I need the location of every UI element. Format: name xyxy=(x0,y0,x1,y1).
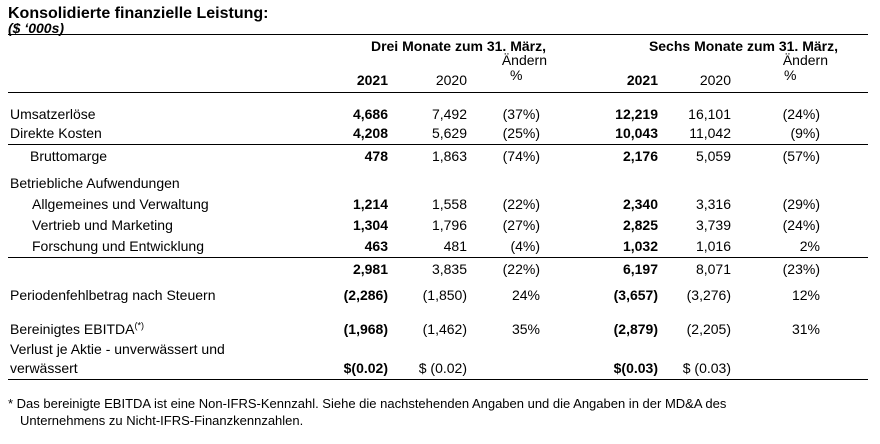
row-opex-total-s2021: 6,197 xyxy=(622,261,658,277)
row-sales-marketing-s2021: 2,825 xyxy=(622,217,658,233)
row-sales-marketing-s2020: 3,739 xyxy=(695,217,731,233)
row-ebitda-s2020: (2,205) xyxy=(686,321,731,337)
row-opex-total-q2020: 3,835 xyxy=(431,261,467,277)
row-revenue-s2021: 12,219 xyxy=(615,106,658,122)
row-eps-q2020: $ (0.02) xyxy=(418,360,467,376)
row-net-loss-schg: 12% xyxy=(791,287,820,303)
row-ebitda-label: Bereinigtes EBITDA(*) xyxy=(10,321,144,337)
row-gross-margin-s2020: 5,059 xyxy=(695,148,731,164)
row-opex-total-qchg: (22%) xyxy=(502,261,540,277)
row-rd-qchg: (4%) xyxy=(510,238,540,254)
row-direct-costs-schg: (9%) xyxy=(790,125,820,141)
title-rule xyxy=(8,34,868,35)
row-net-loss-qchg: 24% xyxy=(511,287,540,303)
row-direct-costs-qchg: (25%) xyxy=(502,125,540,141)
row-opex-total-s2020: 8,071 xyxy=(695,261,731,277)
row-sales-marketing-q2021: 1,304 xyxy=(352,217,388,233)
row-rd-q2020: 481 xyxy=(443,238,467,254)
row-gross-margin-q2021: 478 xyxy=(364,148,388,164)
row-ebitda-footnote-mark: (*) xyxy=(134,320,145,331)
row-gross-margin-schg: (57%) xyxy=(782,148,820,164)
row-sales-marketing-schg: (24%) xyxy=(782,217,820,233)
header-2020-q: 2020 xyxy=(435,72,467,88)
bottom-rule xyxy=(8,379,868,380)
row-net-loss-q2021: (2,286) xyxy=(343,287,388,303)
row-ebitda-q2020: (1,462) xyxy=(422,321,467,337)
row-sales-marketing-q2020: 1,796 xyxy=(431,217,467,233)
row-direct-costs-s2021: 10,043 xyxy=(615,125,658,141)
row-ga-schg: (29%) xyxy=(782,196,820,212)
row-direct-costs-q2021: 4,208 xyxy=(352,125,388,141)
row-eps-s2020: $ (0.03) xyxy=(682,360,731,376)
row-ebitda-qchg: 35% xyxy=(511,321,540,337)
row-eps-label-line2: verwässert xyxy=(10,360,78,376)
header-change-s-line1: Ändern xyxy=(782,52,828,68)
row-net-loss-q2020: (1,850) xyxy=(422,287,467,303)
row-ebitda-s2021: (2,879) xyxy=(613,321,658,337)
row-ga-qchg: (22%) xyxy=(502,196,540,212)
row-direct-costs-label: Direkte Kosten xyxy=(10,125,102,141)
row-gross-margin-qchg: (74%) xyxy=(502,148,540,164)
row-direct-costs-s2020: 11,042 xyxy=(689,125,731,141)
footnote-line1: * Das bereinigte EBITDA ist eine Non-IFR… xyxy=(8,396,727,411)
gross-margin-rule xyxy=(8,144,868,145)
row-net-loss-label: Periodenfehlbetrag nach Steuern xyxy=(10,287,216,303)
unit-label: ($ ‘000s) xyxy=(8,20,65,36)
row-ebitda-schg: 31% xyxy=(791,321,820,337)
row-rd-q2021: 463 xyxy=(364,238,388,254)
row-eps-q2021: $(0.02) xyxy=(343,360,388,376)
row-operating-expenses-label: Betriebliche Aufwendungen xyxy=(10,175,180,191)
row-eps-label-line1: Verlust je Aktie - unverwässert und xyxy=(10,341,225,357)
header-six-months: Sechs Monate zum 31. März, xyxy=(648,38,838,54)
row-eps-s2021: $(0.03) xyxy=(613,360,658,376)
header-three-months: Drei Monate zum 31. März, xyxy=(370,38,546,54)
row-ga-label: Allgemeines und Verwaltung xyxy=(32,196,209,212)
row-ga-q2021: 1,214 xyxy=(352,196,388,212)
row-sales-marketing-qchg: (27%) xyxy=(502,217,540,233)
opex-total-rule xyxy=(8,257,868,258)
header-change-q-line1: Ändern xyxy=(501,52,547,68)
row-revenue-q2021: 4,686 xyxy=(352,106,388,122)
row-rd-s2020: 1,016 xyxy=(695,238,731,254)
row-net-loss-s2021: (3,657) xyxy=(613,287,658,303)
row-opex-total-q2021: 2,981 xyxy=(352,261,388,277)
row-gross-margin-s2021: 2,176 xyxy=(622,148,658,164)
header-rule xyxy=(8,92,868,93)
row-revenue-qchg: (37%) xyxy=(502,106,540,122)
row-opex-total-schg: (23%) xyxy=(782,261,820,277)
row-revenue-label: Umsatzerlöse xyxy=(10,106,96,122)
header-change-q-line2: % xyxy=(510,67,523,83)
row-revenue-schg: (24%) xyxy=(782,106,820,122)
header-2021-q: 2021 xyxy=(356,72,388,88)
row-revenue-s2020: 16,101 xyxy=(688,106,731,122)
header-change-s-line2: % xyxy=(784,67,797,83)
row-rd-schg: 2% xyxy=(799,238,820,254)
row-ebitda-q2021: (1,968) xyxy=(343,321,388,337)
row-rd-label: Forschung und Entwicklung xyxy=(32,238,204,254)
row-sales-marketing-label: Vertrieb und Marketing xyxy=(32,217,173,233)
row-net-loss-s2020: (3,276) xyxy=(686,287,731,303)
header-2020-s: 2020 xyxy=(699,72,731,88)
row-direct-costs-q2020: 5,629 xyxy=(431,125,467,141)
row-gross-margin-label: Bruttomarge xyxy=(30,148,108,164)
row-ebitda-label-text: Bereinigtes EBITDA xyxy=(10,321,135,337)
row-ga-s2021: 2,340 xyxy=(622,196,658,212)
header-2021-s: 2021 xyxy=(626,72,658,88)
row-gross-margin-q2020: 1,863 xyxy=(431,148,467,164)
footnote-line2: Unternehmens zu Nicht-IFRS-Finanzkennzah… xyxy=(20,413,304,428)
row-revenue-q2020: 7,492 xyxy=(431,106,467,122)
row-ga-s2020: 3,316 xyxy=(695,196,731,212)
row-ga-q2020: 1,558 xyxy=(431,196,467,212)
table-title: Konsolidierte finanzielle Leistung: xyxy=(8,5,269,22)
row-rd-s2021: 1,032 xyxy=(622,238,658,254)
